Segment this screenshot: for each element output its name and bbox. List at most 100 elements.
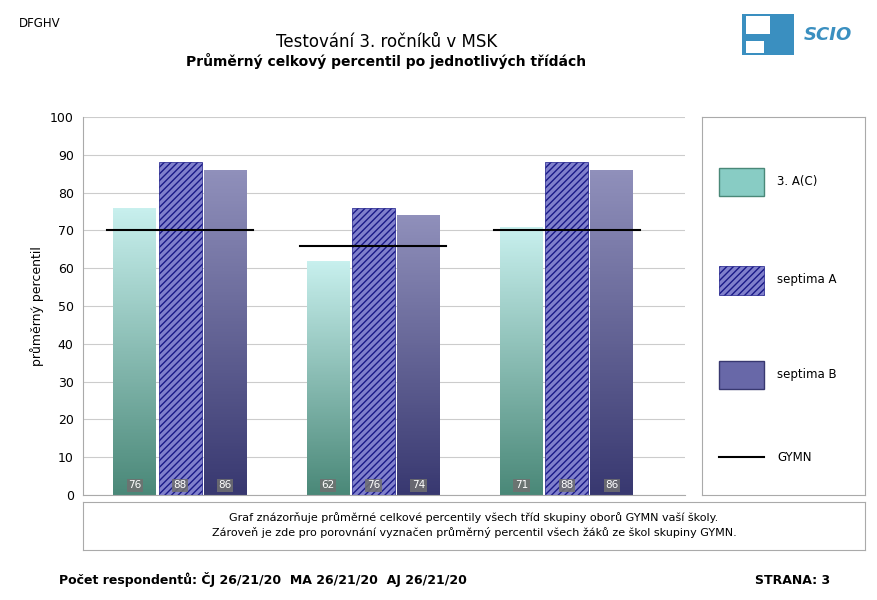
Bar: [500, 393, 543, 394]
Bar: [306, 271, 349, 272]
Bar: [396, 445, 439, 446]
Bar: [203, 181, 246, 183]
Bar: [203, 485, 246, 487]
Bar: [306, 349, 349, 350]
Bar: [500, 358, 543, 359]
Bar: [500, 357, 543, 358]
Bar: [718, 168, 763, 196]
Bar: [113, 311, 156, 313]
Bar: [306, 352, 349, 353]
Bar: [589, 211, 632, 212]
Bar: [113, 317, 156, 319]
Bar: [396, 395, 439, 397]
Bar: [589, 217, 632, 218]
Bar: [500, 494, 543, 495]
Bar: [306, 445, 349, 446]
Bar: [113, 363, 156, 364]
Bar: [203, 466, 246, 467]
Bar: [500, 472, 543, 473]
Bar: [113, 472, 156, 473]
Bar: [306, 338, 349, 339]
Bar: [113, 319, 156, 320]
Bar: [500, 476, 543, 478]
Bar: [500, 325, 543, 326]
Bar: [113, 409, 156, 410]
Bar: [203, 368, 246, 370]
Bar: [396, 416, 439, 418]
Bar: [352, 208, 395, 495]
Bar: [203, 316, 246, 318]
Bar: [113, 218, 156, 219]
Bar: [500, 377, 543, 378]
Bar: [396, 401, 439, 403]
Bar: [113, 262, 156, 264]
Bar: [500, 483, 543, 484]
Bar: [500, 266, 543, 267]
Bar: [500, 250, 543, 251]
Bar: [396, 236, 439, 238]
Bar: [396, 259, 439, 260]
Bar: [589, 297, 632, 298]
Text: 76: 76: [128, 481, 141, 490]
Bar: [113, 269, 156, 271]
Bar: [113, 295, 156, 297]
Bar: [500, 485, 543, 487]
Bar: [306, 403, 349, 404]
Bar: [113, 274, 156, 275]
Bar: [500, 247, 543, 248]
Bar: [396, 319, 439, 320]
Bar: [500, 276, 543, 278]
Bar: [589, 425, 632, 427]
Bar: [113, 456, 156, 458]
Bar: [396, 439, 439, 440]
Bar: [306, 489, 349, 490]
Bar: [306, 412, 349, 413]
Bar: [589, 438, 632, 440]
Bar: [306, 371, 349, 372]
Bar: [589, 415, 632, 417]
Bar: [306, 458, 349, 460]
Bar: [306, 303, 349, 304]
Bar: [589, 353, 632, 355]
Bar: [306, 490, 349, 491]
Bar: [306, 286, 349, 287]
Bar: [500, 331, 543, 332]
Bar: [306, 328, 349, 329]
Bar: [203, 376, 246, 378]
Bar: [306, 265, 349, 266]
Bar: [396, 460, 439, 461]
Bar: [589, 409, 632, 410]
Bar: [500, 252, 543, 253]
Bar: [589, 197, 632, 199]
Bar: [306, 312, 349, 313]
Bar: [396, 247, 439, 249]
Bar: [500, 395, 543, 397]
Bar: [589, 376, 632, 378]
Bar: [396, 291, 439, 292]
Bar: [113, 491, 156, 492]
Bar: [396, 298, 439, 299]
Bar: [203, 199, 246, 201]
Bar: [396, 306, 439, 308]
Bar: [203, 458, 246, 459]
Bar: [589, 271, 632, 272]
Bar: [113, 326, 156, 327]
Bar: [306, 421, 349, 422]
Bar: [113, 277, 156, 278]
Bar: [203, 295, 246, 297]
Bar: [203, 326, 246, 328]
Bar: [203, 263, 246, 264]
Bar: [589, 179, 632, 181]
Bar: [589, 420, 632, 422]
Bar: [113, 330, 156, 331]
Bar: [500, 446, 543, 448]
Bar: [203, 484, 246, 485]
Bar: [113, 294, 156, 295]
Bar: [500, 330, 543, 331]
Bar: [500, 354, 543, 355]
Bar: [306, 448, 349, 449]
Bar: [396, 418, 439, 419]
Bar: [306, 395, 349, 397]
Bar: [589, 407, 632, 409]
Bar: [203, 297, 246, 298]
